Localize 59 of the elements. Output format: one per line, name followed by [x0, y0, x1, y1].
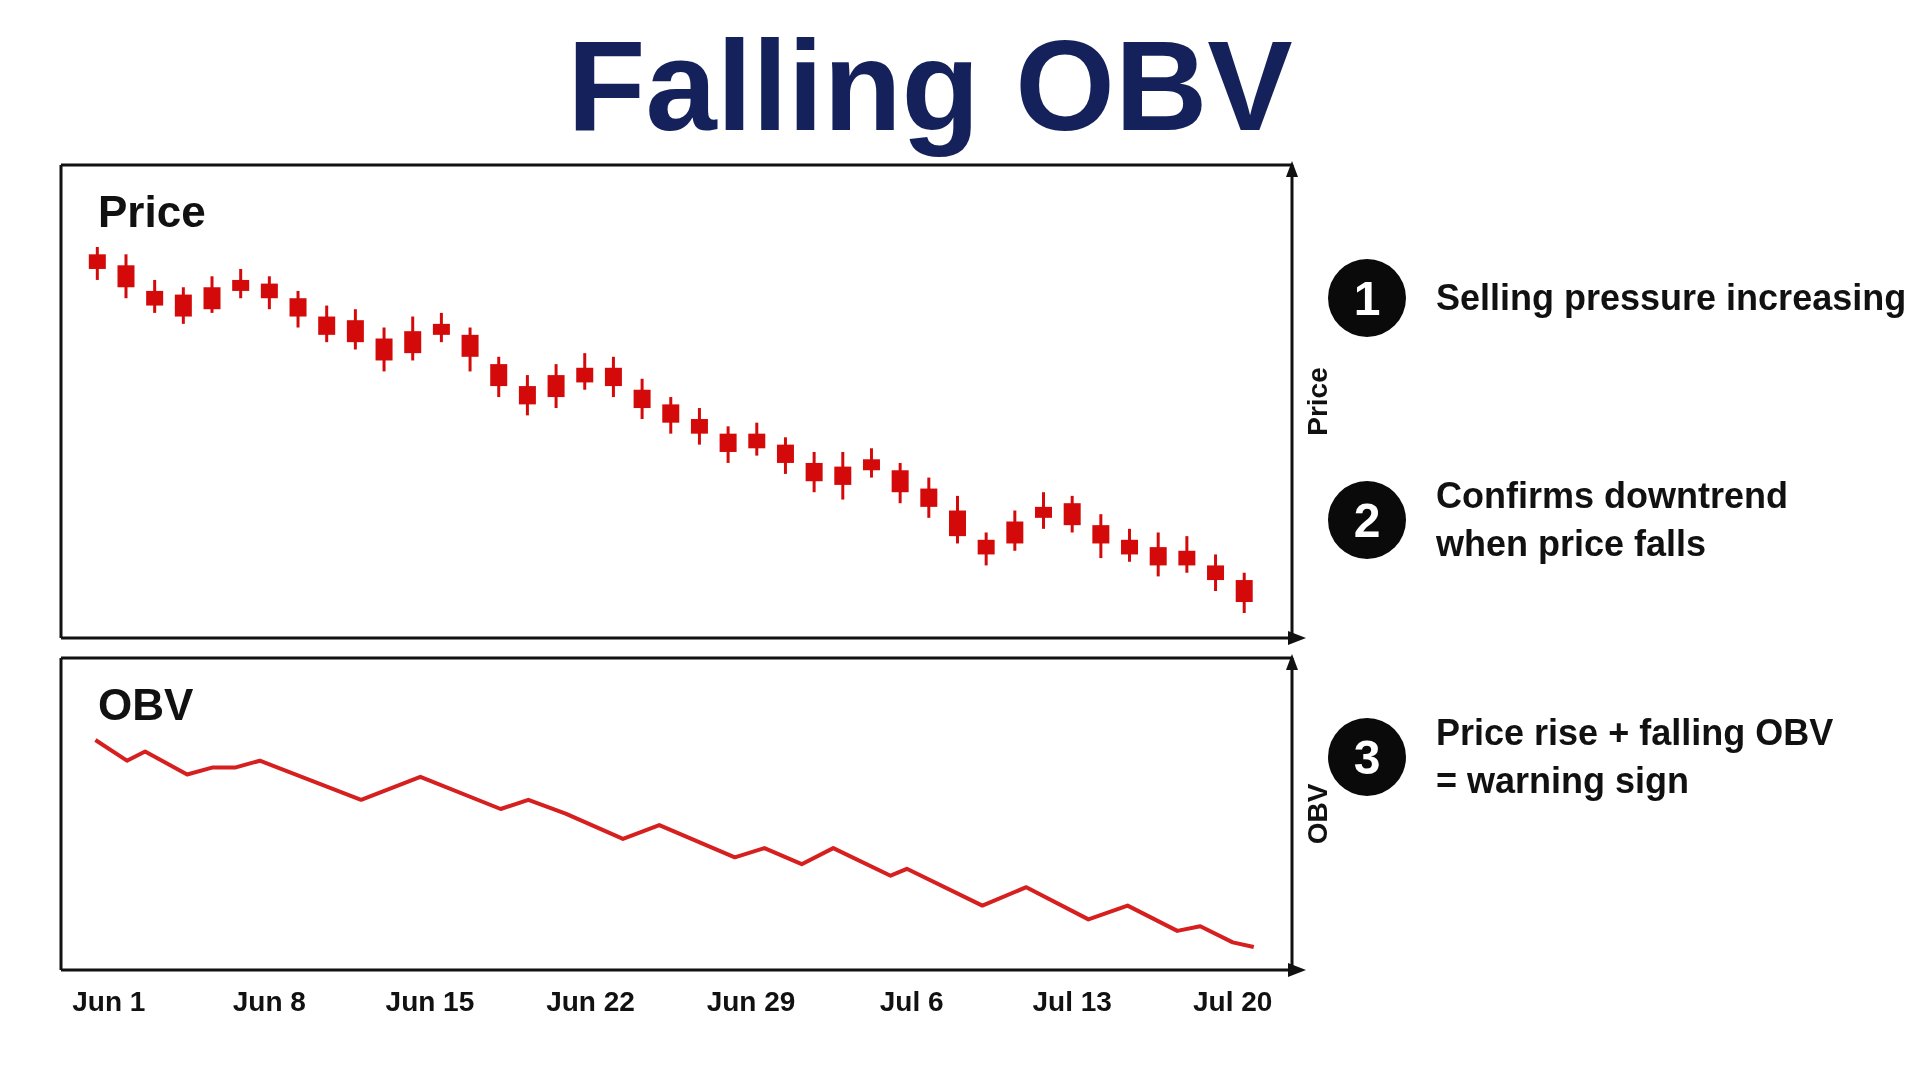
candlestick: [490, 355, 508, 399]
candlestick: [518, 375, 536, 416]
text: 1: [1353, 272, 1381, 325]
candlestick: [375, 327, 393, 372]
candlestick: [203, 276, 221, 313]
x-tick-label: Jul 13: [1032, 986, 1112, 1017]
candlestick: [404, 316, 422, 361]
x-tick-label: Jul 6: [879, 986, 944, 1017]
candlestick: [146, 278, 164, 313]
candlestick: [1178, 536, 1196, 573]
candlestick: [232, 267, 250, 300]
y-axis-title: Price: [1302, 367, 1333, 436]
candlestick: [633, 377, 651, 420]
chart-subtitle: Price: [98, 187, 206, 236]
candlestick: [88, 247, 106, 280]
text: Selling pressure increasing: [1436, 277, 1907, 318]
text: 2: [1353, 494, 1381, 547]
x-tick-label: Jun 15: [385, 986, 475, 1017]
candlestick: [862, 448, 880, 478]
text: Confirms downtrend when price falls: [1435, 475, 1788, 564]
x-tick-label: Jul 20: [1193, 986, 1273, 1017]
candlestick: [1149, 532, 1167, 577]
candlestick: [174, 287, 192, 324]
candlestick: [604, 355, 622, 399]
candlestick: [346, 309, 364, 350]
candlestick: [891, 461, 909, 505]
candlestick: [834, 450, 852, 500]
candlestick: [289, 289, 307, 328]
candlestick: [776, 437, 794, 474]
candlestick: [977, 532, 995, 566]
candlestick: [805, 450, 823, 494]
candlestick: [547, 364, 565, 410]
candlestick: [1235, 572, 1253, 613]
candlestick: [260, 276, 278, 311]
candlestick: [1063, 494, 1081, 533]
candlestick: [662, 397, 680, 434]
candlestick: [318, 305, 336, 344]
candlestick: [1035, 492, 1053, 529]
x-tick-label: Jun 8: [232, 986, 306, 1017]
chart-subtitle: OBV: [98, 680, 194, 729]
candlestick: [576, 353, 594, 390]
x-tick-label: Jun 22: [546, 986, 635, 1017]
candlestick: [920, 477, 938, 518]
candlestick: [1207, 554, 1225, 593]
candlestick: [432, 311, 450, 344]
candlestick: [748, 422, 766, 456]
text: Price rise + falling OBV = warning sign: [1436, 712, 1834, 801]
candlestick: [117, 254, 135, 300]
text: 3: [1353, 731, 1381, 784]
x-tick-label: Jun 1: [72, 986, 146, 1017]
candlestick: [1006, 510, 1024, 551]
candlestick: [690, 408, 708, 445]
y-axis-title: OBV: [1302, 783, 1333, 845]
candlestick: [1092, 514, 1110, 560]
candlestick: [461, 327, 479, 372]
chart-title: Falling OBV: [567, 14, 1293, 157]
candlestick: [1121, 527, 1139, 562]
x-tick-label: Jun 29: [706, 986, 796, 1017]
candlestick: [719, 426, 737, 463]
